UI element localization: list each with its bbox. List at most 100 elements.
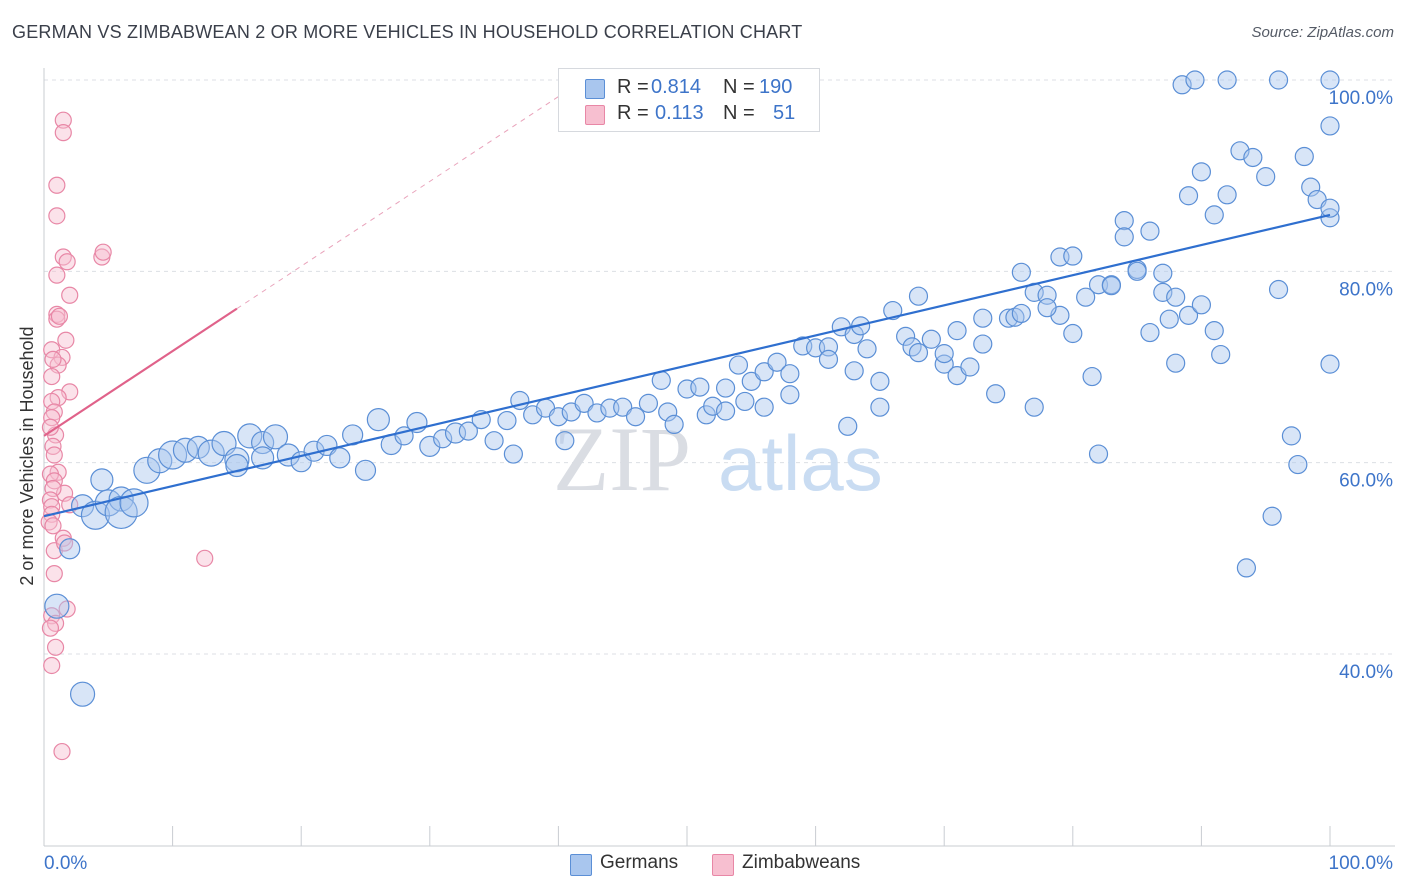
germans-point [354,459,377,481]
germans-point [1191,295,1212,315]
zimbabweans-legend-label: Zimbabweans [742,852,861,873]
germans-point [1301,177,1321,197]
trend-layer [43,91,1331,518]
zimbabweans-n-label: N = [723,102,755,124]
germans-point [1172,75,1192,95]
zimbabweans-point [45,565,63,583]
germans-swatch-icon [585,79,605,99]
germans-point [1166,353,1186,373]
germans-point [555,431,575,451]
germans-point [1191,162,1212,182]
germans-point [625,407,646,427]
germans-point [818,349,839,369]
germans-point [197,439,225,467]
germans-point [947,321,967,341]
germans-point [574,393,594,413]
germans-point [1088,444,1109,464]
germans-point [484,431,504,451]
germans-point [225,453,249,478]
germans-point [59,538,81,560]
germans-point [1320,354,1340,374]
zimbabweans-trend-extension [236,91,566,310]
germans-point [960,357,980,377]
germans-point [587,403,607,423]
germans-point [658,402,678,422]
germans-r-value: 0.814 [651,76,702,98]
zimbabweans-point [48,207,66,225]
germans-point [1236,558,1257,578]
germans-point [1262,506,1282,526]
germans-point [1101,276,1121,296]
germans-point [973,334,993,354]
germans-point [433,429,453,449]
zimbabweans-point [61,286,79,304]
germans-point [1243,147,1263,168]
germans-legend-icon [570,854,592,876]
germans-point [908,343,929,363]
germans-point [857,339,877,359]
germans-point [1153,263,1173,283]
zimbabweans-point [41,491,60,509]
germans-point [1063,323,1083,344]
germans-point [1178,305,1199,325]
zimbabweans-point [41,619,60,637]
germans-point [1320,198,1340,218]
germans-point [329,447,351,469]
germans-point [735,391,755,412]
zimbabweans-point [54,124,72,142]
germans-point [1320,70,1340,90]
y-tick-label: 40.0% [1339,662,1393,683]
germans-point [703,396,723,416]
germans-point [1140,221,1160,241]
zimbabweans-point [45,446,63,464]
germans-n-label: N = [723,76,755,98]
zimbabweans-point [58,253,76,271]
germans-point [844,361,864,381]
germans-r-label: R = [617,76,649,98]
zimbabweans-n-value: 51 [773,102,796,124]
y-tick-label: 80.0% [1339,279,1393,300]
germans-point [780,364,800,384]
germans-point [1011,303,1031,324]
germans-point [1294,146,1314,167]
zimbabweans-point [48,305,66,323]
germans-point [1288,454,1308,475]
y-tick-label: 60.0% [1339,471,1393,492]
germans-point [934,354,954,374]
zimbabweans-point [44,350,62,368]
germans-point [458,421,478,441]
germans-point [237,423,263,449]
germans-point [638,393,659,413]
germans-point [754,362,774,382]
germans-point [1114,211,1134,231]
germans-point [1076,287,1096,307]
zimbabweans-points [40,111,214,761]
y-axis-label: 2 or more Vehicles in Household [17,326,37,585]
germans-point [1204,321,1224,341]
zimbabweans-r-value: 0.113 [655,102,704,124]
germans-point [896,326,916,346]
germans-point [767,352,787,372]
germans-point [419,435,441,458]
germans-point [1281,426,1302,446]
x-tick-label-0: 0.0% [44,853,87,874]
watermark-atlas: atlas [718,419,883,507]
germans-point [883,300,903,321]
germans-point [1268,70,1289,90]
germans-point [1268,279,1289,300]
germans-point [1217,185,1237,205]
zimbabweans-point [44,517,62,535]
zimbabweans-swatch-icon [585,105,605,125]
zimbabweans-point [196,549,214,567]
zimbabweans-point [53,742,71,761]
x-tick-label-100: 100.0% [1329,853,1394,874]
germans-point [497,410,517,431]
zimbabweans-point [46,638,65,656]
zimbabweans-point [43,656,61,675]
germans-point [1256,167,1276,187]
watermark-zip: ZIP [553,408,691,510]
y-tick-label: 100.0% [1329,88,1394,109]
grid-layer [44,79,1395,655]
zimbabweans-point [48,266,66,284]
